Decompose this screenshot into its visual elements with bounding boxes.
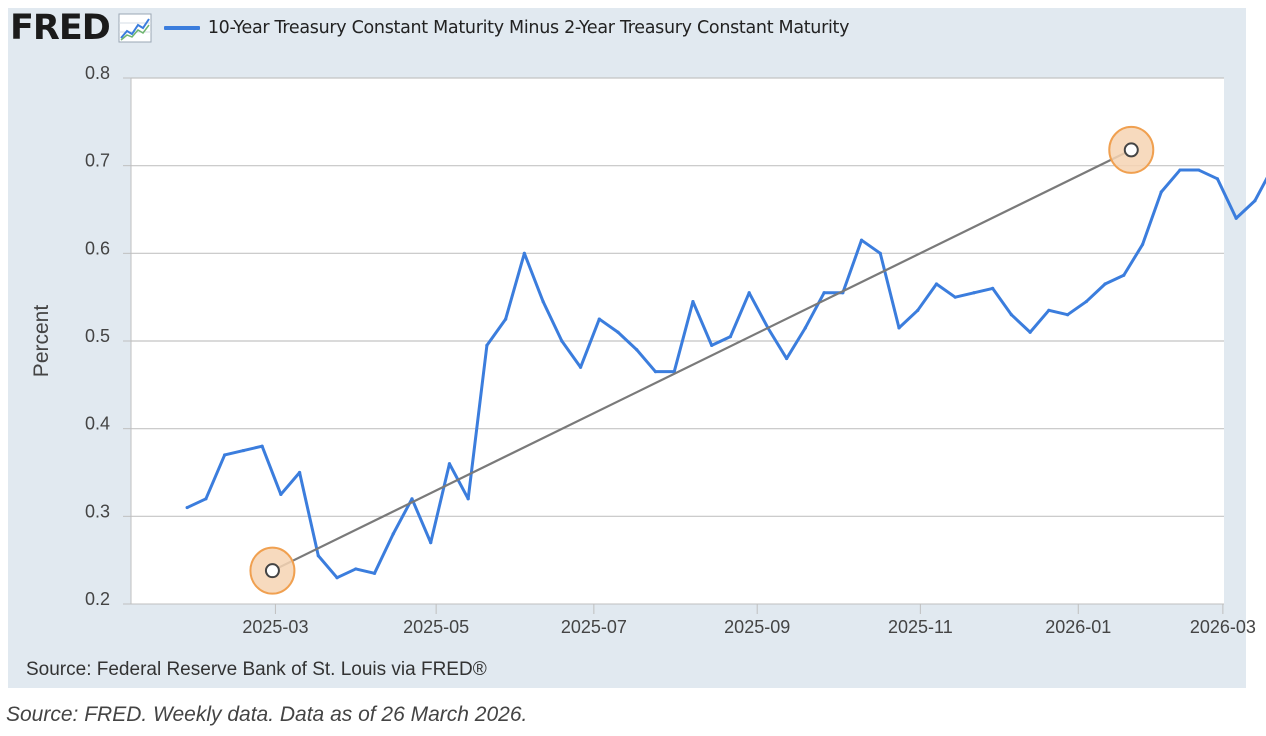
x-tick-label: 2025-07 xyxy=(561,617,627,637)
trend-end-marker xyxy=(1123,142,1139,158)
data-point xyxy=(578,365,583,369)
data-point xyxy=(1065,313,1070,317)
x-tick-label: 2026-03 xyxy=(1190,617,1256,637)
data-point xyxy=(1159,190,1163,194)
data-point xyxy=(279,492,283,497)
data-point xyxy=(1253,199,1257,203)
data-point xyxy=(1178,168,1182,172)
data-point xyxy=(747,291,751,295)
data-point xyxy=(185,505,189,510)
data-point xyxy=(410,497,414,501)
data-point xyxy=(616,330,620,334)
source-note: Source: Federal Reserve Bank of St. Loui… xyxy=(26,659,487,680)
data-point xyxy=(1140,242,1145,247)
gridlines xyxy=(131,77,1224,517)
data-point xyxy=(504,317,508,321)
data-point xyxy=(1215,177,1220,181)
x-tick-label: 2025-11 xyxy=(888,617,953,637)
y-axis-ticks: 0.2 0.3 0.4 0.5 0.6 0.7 0.8 xyxy=(85,63,131,609)
data-point xyxy=(429,541,433,545)
data-point xyxy=(541,299,545,304)
data-point xyxy=(335,576,339,580)
data-point xyxy=(447,462,452,466)
data-point xyxy=(822,291,826,295)
legend-label: 10-Year Treasury Constant Maturity Minus… xyxy=(207,18,850,38)
x-tick-label: 2026-01 xyxy=(1045,617,1111,637)
trendline-annotation xyxy=(249,125,1155,595)
figure-caption: Source: FRED. Weekly data. Data as of 26… xyxy=(6,703,528,726)
y-tick-label: 0.7 xyxy=(85,151,110,171)
data-point xyxy=(1047,308,1051,312)
data-point xyxy=(316,554,320,558)
line-chart-icon xyxy=(118,13,152,43)
data-point xyxy=(972,291,976,295)
legend-swatch xyxy=(163,26,200,30)
data-point xyxy=(372,571,377,575)
data-point xyxy=(485,343,489,347)
data-point xyxy=(897,326,901,330)
data-point xyxy=(223,453,227,457)
data-point xyxy=(204,497,208,501)
y-tick-label: 0.6 xyxy=(85,238,110,258)
x-tick-label: 2025-03 xyxy=(242,617,308,637)
data-point xyxy=(691,299,695,304)
trend-start-marker xyxy=(264,563,280,579)
data-point xyxy=(297,470,302,475)
data-point xyxy=(1197,168,1201,172)
data-point xyxy=(1122,273,1126,277)
fred-logo[interactable]: FRED xyxy=(10,8,111,48)
data-point xyxy=(859,238,864,242)
data-point xyxy=(878,251,882,255)
data-point xyxy=(391,532,395,536)
series-group xyxy=(185,168,1266,580)
data-point xyxy=(466,497,470,501)
data-point xyxy=(991,286,995,290)
data-point xyxy=(1009,313,1013,317)
data-point xyxy=(710,343,714,347)
y-tick-label: 0.8 xyxy=(85,63,110,83)
data-point xyxy=(1084,299,1088,304)
data-point xyxy=(560,339,564,343)
data-point xyxy=(785,356,789,361)
y-tick-label: 0.2 xyxy=(85,589,110,609)
y-tick-label: 0.3 xyxy=(85,501,110,521)
data-point xyxy=(1234,216,1238,220)
data-point xyxy=(653,370,658,374)
x-axis-ticks: 2025-03 2025-05 2025-07 2025-09 2025-11 2026-… xyxy=(242,604,1256,637)
data-point xyxy=(953,295,957,299)
y-tick-label: 0.5 xyxy=(85,326,110,346)
data-point xyxy=(522,251,526,255)
data-point xyxy=(635,348,639,352)
data-point xyxy=(916,308,920,312)
data-point xyxy=(1028,330,1032,334)
data-point xyxy=(934,282,939,286)
data-point xyxy=(803,326,807,330)
data-point xyxy=(1103,282,1107,286)
data-point xyxy=(260,444,264,448)
x-tick-label: 2025-05 xyxy=(403,617,469,637)
trendline xyxy=(271,148,1132,572)
data-point xyxy=(241,448,245,453)
x-tick-label: 2025-09 xyxy=(724,617,790,637)
y-axis-label: Percent xyxy=(30,305,53,378)
data-point xyxy=(354,567,358,571)
chart-header: FRED 10-Year Treasury Constant Maturity … xyxy=(10,10,849,46)
data-point xyxy=(728,335,733,339)
y-tick-label: 0.4 xyxy=(85,414,110,434)
data-point xyxy=(597,317,601,321)
